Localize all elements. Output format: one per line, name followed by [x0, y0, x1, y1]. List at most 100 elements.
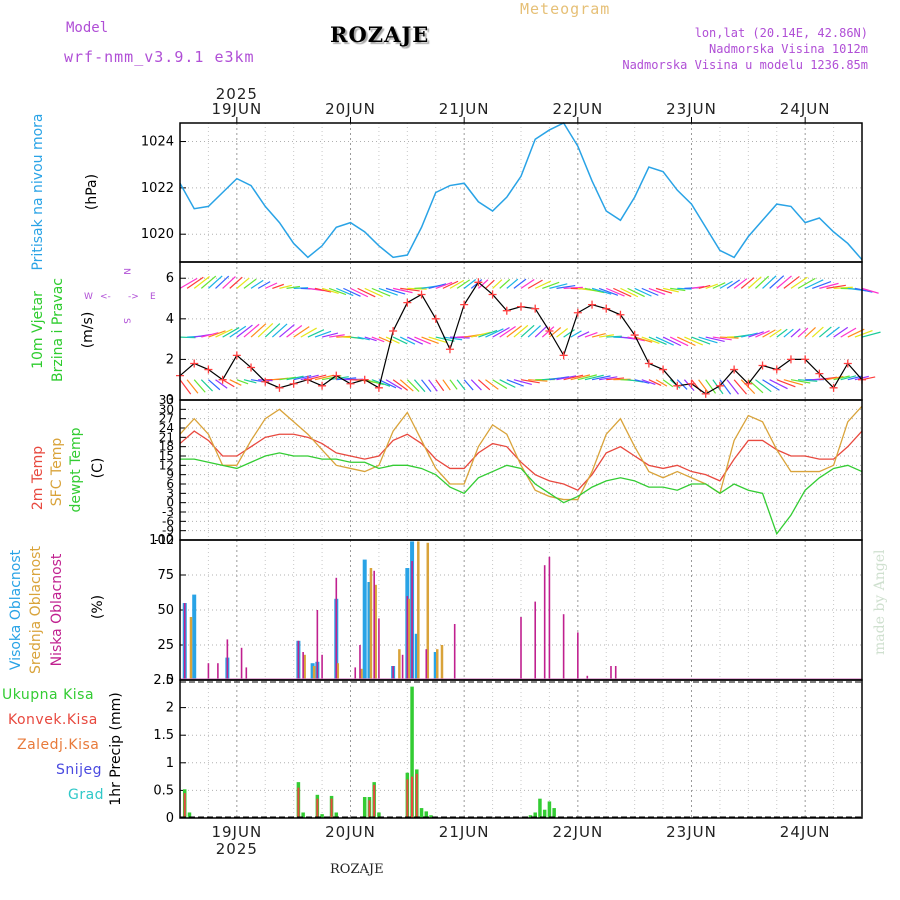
wind-barb — [243, 379, 257, 384]
wind-barb — [776, 275, 792, 289]
wind-barb — [528, 379, 548, 382]
low-cloud-bar — [562, 614, 565, 680]
wind-barb — [208, 379, 221, 391]
wind-barb — [762, 379, 780, 391]
convective-precip-bar — [411, 776, 414, 818]
wind-barb — [399, 336, 416, 345]
wind-barb — [463, 379, 474, 391]
cloud-label-mid: Srednja Oblacnost — [28, 546, 44, 674]
bottom-date-label: 24JUN — [780, 823, 831, 841]
wind-barb — [655, 379, 668, 387]
wind-barb — [833, 286, 853, 289]
wind-gust-marker — [772, 365, 781, 374]
wind-barb — [406, 379, 420, 392]
wind-barb — [378, 379, 397, 389]
wind-gust-marker — [602, 304, 611, 313]
top-year-label: 2025 — [216, 85, 258, 103]
y-tick-label: 9 — [166, 468, 174, 482]
wind-gust-marker — [474, 278, 483, 287]
wind-barb — [236, 379, 249, 385]
convective-precip-bar — [330, 798, 333, 818]
precip-legend-item: Konvek.Kisa — [8, 712, 98, 728]
bottom-date-label: 21JUN — [439, 823, 490, 841]
low-cloud-bar — [373, 570, 375, 680]
wind-gust-marker — [190, 359, 199, 368]
convective-precip-bar — [415, 773, 418, 818]
wind-barb — [790, 328, 801, 338]
compass-w: W — [84, 292, 93, 302]
wind-barb — [477, 279, 489, 289]
compass-e: E — [150, 292, 156, 302]
y-tick-label: 0 — [166, 393, 174, 408]
wind-barb — [470, 379, 482, 391]
wind-barb — [478, 329, 498, 338]
y-tick-label: 1022 — [141, 181, 174, 196]
y-tick-label: 3 — [166, 486, 174, 500]
bottom-date-label: 19JUN — [211, 823, 262, 841]
wind-gust-marker — [275, 383, 284, 392]
total-precip-bar — [377, 812, 381, 818]
wind-gust-marker — [517, 302, 525, 311]
wind-barb — [385, 379, 403, 390]
total-precip-bar — [528, 815, 533, 818]
low-cloud-bar — [610, 666, 612, 680]
wind-barb — [570, 330, 582, 338]
wind-gust-marker — [531, 304, 540, 313]
wind-gust-marker — [403, 298, 412, 307]
wind-barb — [556, 284, 576, 289]
wind-barb — [421, 379, 432, 392]
wind-gust-marker — [332, 371, 341, 380]
wind-barb — [655, 287, 673, 294]
wind-barb — [577, 374, 597, 381]
wind-barb — [414, 336, 431, 345]
wind-barb — [300, 327, 317, 338]
panel-frame — [179, 679, 863, 819]
wind-barb — [485, 279, 495, 289]
wind-barb — [471, 331, 491, 338]
total-precip-bar — [533, 812, 537, 818]
low-cloud-bar — [425, 649, 428, 680]
wind-barb — [286, 375, 304, 381]
wind-barb — [371, 379, 391, 387]
wind-barb — [449, 279, 465, 289]
wind-barb — [797, 327, 809, 338]
wind-barb — [563, 374, 584, 381]
low-cloud-bar — [297, 640, 300, 680]
wind-barb — [541, 326, 555, 338]
precip-legend-item: Grad — [68, 787, 104, 803]
low-cloud-bar — [586, 675, 589, 680]
wind-gust-marker — [389, 327, 398, 335]
wind-barb — [413, 379, 426, 393]
wind-barb — [407, 336, 424, 345]
footer-station: ROZAJE — [330, 862, 384, 877]
wind-barb — [264, 323, 281, 338]
wind-barb — [563, 286, 583, 289]
convective-precip-bar — [373, 784, 376, 818]
mid-cloud-bar — [440, 645, 444, 680]
wind-barb — [833, 375, 850, 381]
wind-barb — [392, 287, 413, 294]
wind-barb — [598, 287, 619, 296]
wind-gust-marker — [204, 365, 213, 374]
wind-gust-marker — [289, 379, 298, 388]
top-date-label: 24JUN — [780, 100, 831, 118]
sfc-temp-line — [179, 405, 863, 501]
wind-gust-marker — [346, 379, 355, 388]
wind-barb — [236, 277, 250, 289]
wind-unit: (m/s) — [80, 312, 96, 349]
wind-barb — [591, 375, 611, 381]
low-cloud-bar — [520, 617, 522, 680]
wind-barb — [527, 279, 543, 289]
wind-barb — [826, 284, 846, 289]
wind-barb — [783, 328, 794, 338]
wind-barb — [435, 379, 445, 392]
wind-barb — [385, 287, 406, 295]
wind-barb — [818, 326, 832, 338]
convective-precip-bar — [406, 779, 409, 818]
wind-barb — [499, 379, 516, 388]
mid-cloud-bar — [312, 666, 316, 680]
total-precip-bar — [334, 812, 339, 818]
mid-cloud-bar — [436, 649, 439, 680]
wind-barb — [329, 376, 349, 381]
wind-barb — [442, 280, 459, 289]
